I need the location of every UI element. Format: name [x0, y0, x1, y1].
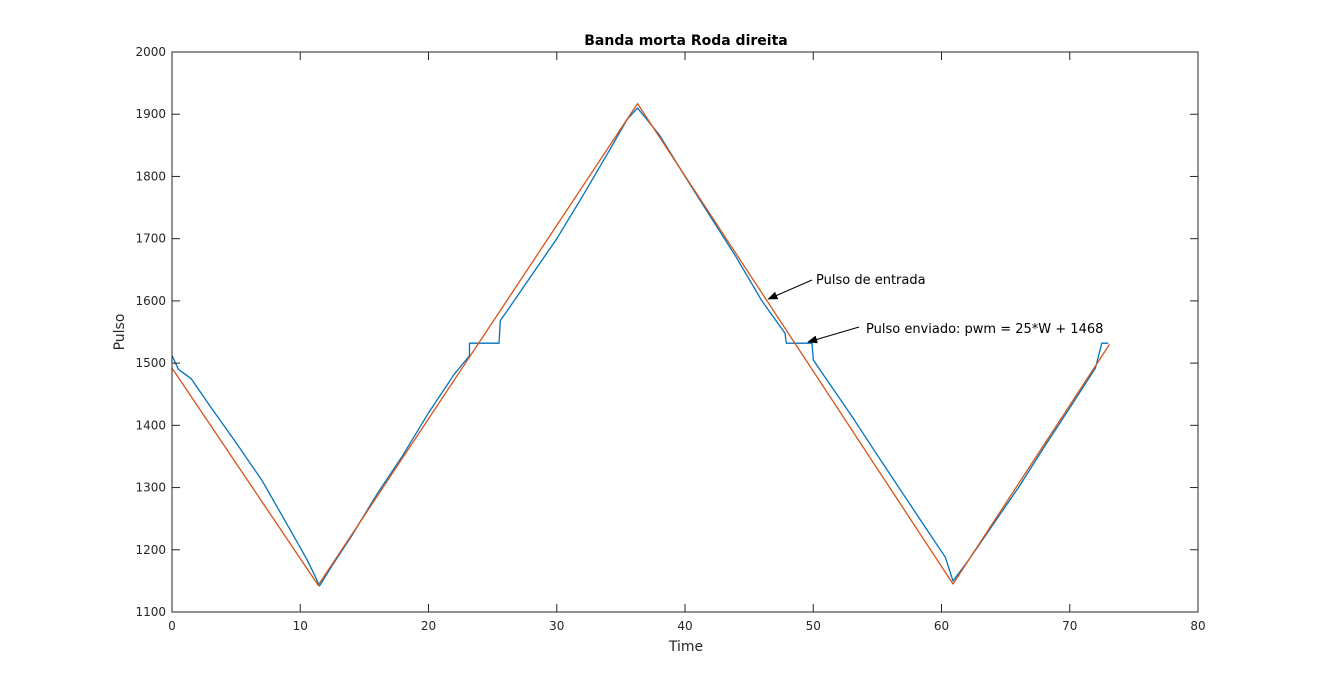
y-tick-label-1100: 1100	[135, 605, 166, 619]
annotation-pulso-de-entrada: Pulso de entrada	[816, 273, 926, 288]
x-tick-label-40: 40	[677, 619, 692, 633]
y-tick-label-1300: 1300	[135, 481, 166, 495]
annotation-arrow-pulso-enviado	[807, 326, 860, 344]
x-tick-label-70: 70	[1062, 619, 1077, 633]
y-tick-label-1800: 1800	[135, 169, 166, 183]
y-tick-label-2000: 2000	[135, 45, 166, 59]
series-line-blue	[171, 107, 1109, 587]
y-tick-label-1500: 1500	[135, 356, 166, 370]
x-tick-label-30: 30	[549, 619, 564, 633]
y-tick-label-1700: 1700	[135, 232, 166, 246]
x-tick-label-20: 20	[421, 619, 436, 633]
x-tick-label-10: 10	[293, 619, 308, 633]
x-axis-label: Time	[668, 639, 703, 655]
x-tick-label-80: 80	[1190, 619, 1205, 633]
annotation-pulso-enviado: Pulso enviado: pwm = 25*W + 1468	[866, 322, 1103, 337]
chart-title: Banda morta Roda direita	[584, 33, 787, 49]
x-tick-label-60: 60	[934, 619, 949, 633]
y-tick-label-1900: 1900	[135, 107, 166, 121]
y-axis-label: Pulso	[112, 314, 128, 351]
y-tick-label-1400: 1400	[135, 418, 166, 432]
y-tick-label-1600: 1600	[135, 294, 166, 308]
y-tick-label-1200: 1200	[135, 543, 166, 557]
x-tick-label-0: 0	[168, 619, 176, 633]
x-tick-label-50: 50	[806, 619, 821, 633]
plot-area	[172, 52, 1198, 612]
series-line-orange	[171, 102, 1111, 586]
annotation-arrow-pulso-de-entrada	[767, 279, 813, 300]
